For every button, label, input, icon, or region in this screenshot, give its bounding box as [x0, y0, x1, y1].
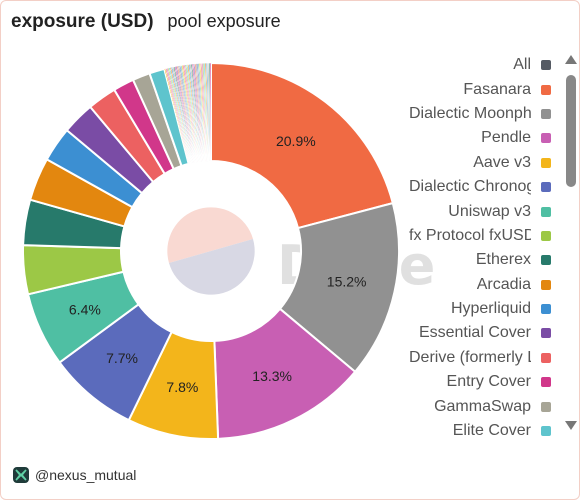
legend-item-label: Arcadia	[476, 275, 531, 293]
legend-item[interactable]: Arcadia	[409, 273, 551, 297]
center-decor-top	[167, 207, 253, 263]
legend-item-label: Entry Cover	[446, 373, 531, 391]
legend-item[interactable]: Derive (formerly L	[409, 346, 551, 370]
legend-item-label: Etherex	[475, 251, 531, 269]
legend-item[interactable]: Etherex	[409, 248, 551, 272]
donut-slices	[22, 61, 400, 440]
center-decor-bottom	[169, 239, 255, 295]
legend-item[interactable]: fx Protocol fxUSD	[409, 224, 551, 248]
legend-item[interactable]: Essential Cover	[409, 321, 551, 345]
legend-item-label: GammaSwap	[434, 397, 531, 415]
donut-slice[interactable]	[210, 61, 395, 230]
donut-slice[interactable]	[278, 201, 400, 374]
legend-item-label: Aave v3	[473, 153, 531, 171]
chart-header: exposure (USD) pool exposure	[11, 11, 281, 37]
donut-data-labels: 20.9% 15.2% 13.3% 7.8% 7.7% 6.4%	[69, 133, 367, 395]
legend-item-label: Uniswap v3	[448, 202, 531, 220]
legend-swatch	[541, 60, 551, 71]
legend-swatch	[541, 133, 551, 144]
legend-item[interactable]: Entry Cover	[409, 370, 551, 394]
scroll-down-icon[interactable]	[565, 421, 577, 430]
legend-item-label: Elite Cover	[452, 422, 531, 439]
legend-item-label: Dialectic Chronog	[409, 178, 531, 196]
legend-item[interactable]: Uniswap v3	[409, 199, 551, 223]
donut-center-decor	[167, 207, 255, 295]
legend-item[interactable]: GammaSwap	[409, 394, 551, 418]
legend-item-label: fx Protocol fxUSD	[409, 226, 531, 244]
legend-item-label: Hyperliquid	[450, 300, 531, 318]
legend-swatch	[541, 182, 551, 193]
legend-swatch	[541, 304, 551, 315]
slice-data-label: 15.2%	[327, 273, 367, 289]
legend-item-label: Dialectic Moonph	[409, 104, 531, 122]
legend-item[interactable]: Pendle	[409, 126, 551, 150]
legend-scrollbar[interactable]	[563, 53, 579, 439]
legend-item[interactable]: Elite Cover	[409, 419, 551, 439]
legend-swatch	[541, 230, 551, 241]
legend-item-label: Fasanara	[463, 80, 531, 98]
chart-subtitle: pool exposure	[167, 11, 281, 31]
scroll-up-icon[interactable]	[565, 55, 577, 64]
legend-item-label: Derive (formerly L	[409, 348, 531, 366]
legend-item-label: Pendle	[481, 129, 531, 147]
legend-item-label: Essential Cover	[418, 324, 531, 342]
legend-item-label: All	[513, 56, 531, 74]
legend-swatch	[541, 108, 551, 119]
legend-swatch	[541, 328, 551, 339]
slice-data-label: 6.4%	[69, 301, 101, 317]
legend-swatch	[541, 426, 551, 437]
nexus-logo-icon	[13, 467, 29, 483]
legend-item[interactable]: Dialectic Moonph	[409, 102, 551, 126]
slice-data-label: 13.3%	[252, 368, 292, 384]
legend-swatch	[541, 157, 551, 168]
legend-swatch	[541, 279, 551, 290]
legend-item[interactable]: Dialectic Chronog	[409, 175, 551, 199]
legend-swatch	[541, 352, 551, 363]
legend-swatch	[541, 255, 551, 266]
legend-swatch	[541, 84, 551, 95]
slice-data-label: 7.8%	[166, 379, 198, 395]
donut-chart: Dune 20.9%15.2%13.3%7.8%7.7%6.4%	[22, 61, 435, 440]
legend-swatch	[541, 401, 551, 412]
legend-item[interactable]: All	[409, 53, 551, 77]
slice-data-label: 7.7%	[106, 350, 138, 366]
chart-legend: All Fasanara Dialectic Moonph Pendle Aave v3…	[409, 53, 551, 439]
author-handle[interactable]: @nexus_mutual	[35, 467, 137, 483]
donut-slice-other[interactable]	[209, 62, 212, 162]
legend-swatch	[541, 377, 551, 388]
footer: @nexus_mutual	[13, 467, 136, 483]
legend-swatch	[541, 206, 551, 217]
slice-data-label: 20.9%	[276, 133, 316, 149]
legend-scroll-thumb[interactable]	[566, 75, 576, 187]
legend-item[interactable]: Fasanara	[409, 77, 551, 101]
legend-item[interactable]: Hyperliquid	[409, 297, 551, 321]
chart-title: exposure (USD)	[11, 11, 154, 32]
legend-item[interactable]: Aave v3	[409, 151, 551, 175]
